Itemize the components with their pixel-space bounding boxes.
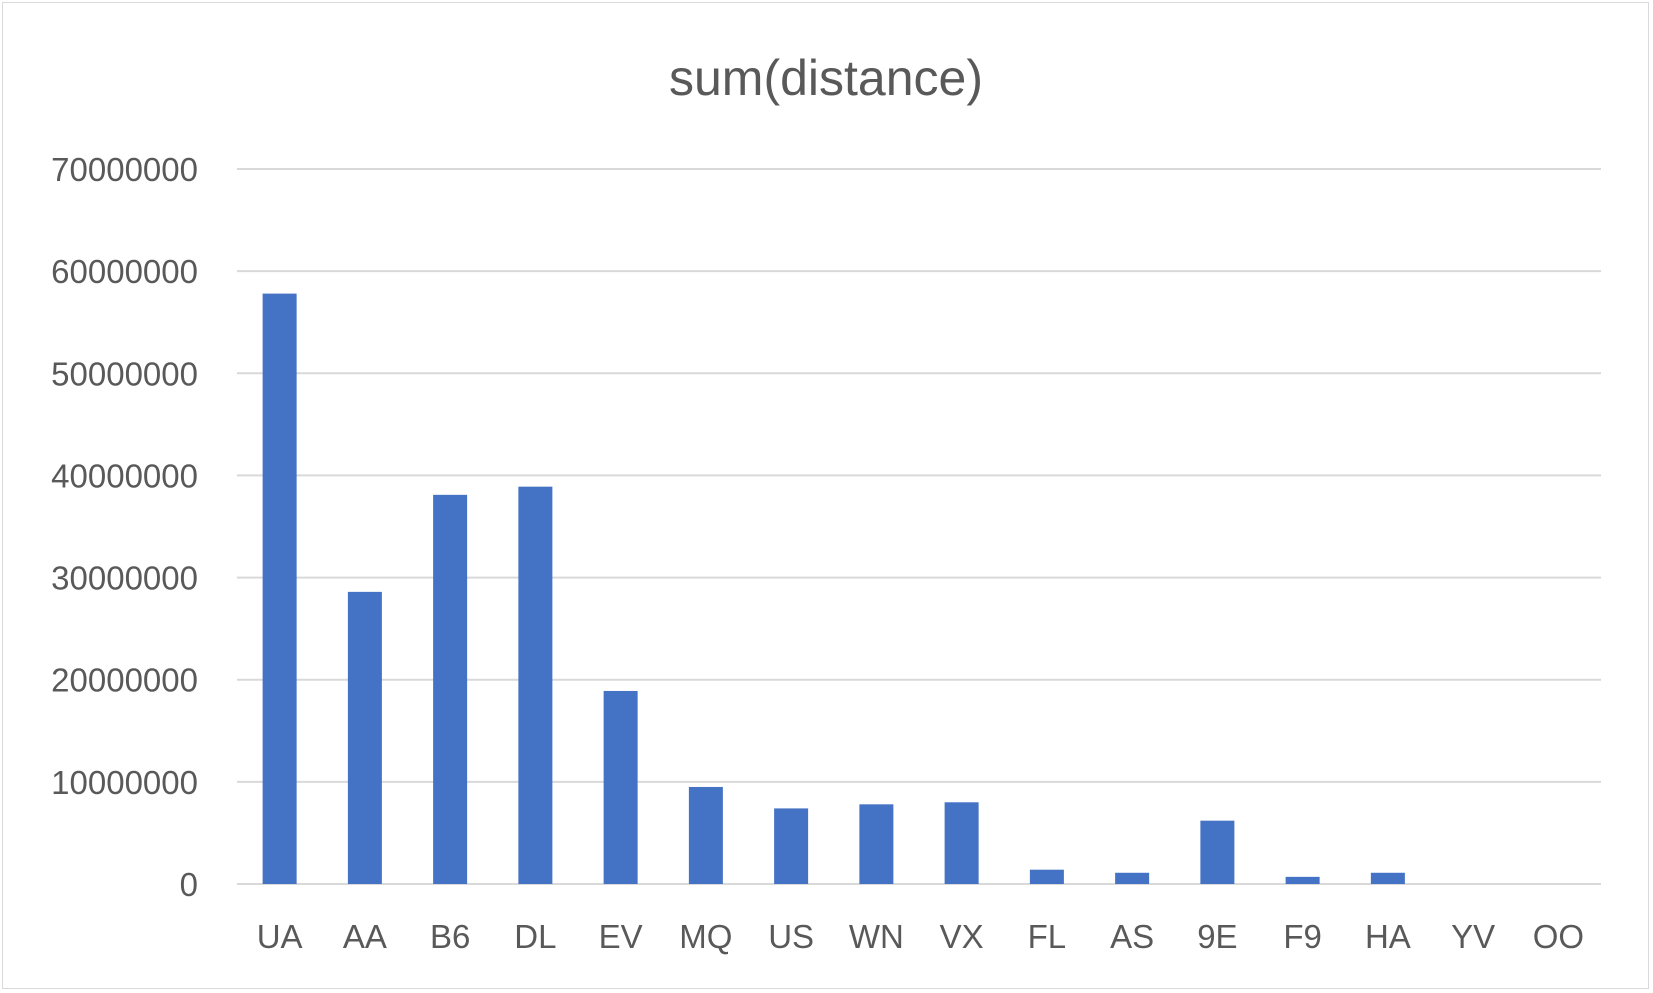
y-tick-label: 20000000	[51, 662, 198, 699]
bar-dl	[518, 486, 553, 884]
x-tick-label: HA	[1365, 918, 1411, 955]
bar-b6	[433, 494, 468, 884]
bar-9e	[1200, 820, 1235, 884]
x-tick-label: F9	[1283, 918, 1322, 955]
y-tick-label: 10000000	[51, 764, 198, 801]
bar-fl	[1029, 869, 1064, 884]
y-axis-tick-labels: 0 10000000 20000000 30000000 40000000 5000000…	[51, 151, 198, 903]
x-tick-label: YV	[1451, 918, 1495, 955]
y-tick-label: 40000000	[51, 457, 198, 494]
bar-wn	[859, 804, 894, 884]
x-tick-label: AS	[1110, 918, 1154, 955]
bar-vx	[944, 802, 979, 884]
bar-f9	[1285, 876, 1320, 884]
x-tick-label: 9E	[1197, 918, 1237, 955]
bar-ev	[603, 690, 638, 884]
x-axis-tick-labels: UA AA B6 DL EV MQ US WN VX FL AS 9E F9 HA YV OO	[257, 918, 1584, 955]
x-tick-label: UA	[257, 918, 303, 955]
chart-title: sum(distance)	[669, 50, 983, 106]
bar-ua	[262, 293, 297, 885]
x-tick-label: AA	[343, 918, 387, 955]
bar-as	[1115, 872, 1150, 884]
x-tick-label: FL	[1028, 918, 1067, 955]
bars	[262, 293, 1405, 885]
y-tick-label: 70000000	[51, 151, 198, 188]
x-tick-label: B6	[430, 918, 470, 955]
y-tick-label: 50000000	[51, 355, 198, 392]
bar-mq	[688, 786, 723, 884]
x-tick-label: US	[768, 918, 814, 955]
x-tick-label: DL	[514, 918, 556, 955]
x-tick-label: MQ	[679, 918, 732, 955]
y-tick-label: 60000000	[51, 253, 198, 290]
bar-aa	[347, 591, 382, 884]
bar-us	[774, 808, 809, 884]
x-tick-label: EV	[599, 918, 643, 955]
x-tick-label: OO	[1533, 918, 1584, 955]
x-tick-label: VX	[940, 918, 984, 955]
y-tick-label: 30000000	[51, 560, 198, 597]
bar-ha	[1370, 872, 1405, 884]
x-tick-label: WN	[849, 918, 904, 955]
y-tick-label: 0	[180, 866, 198, 903]
